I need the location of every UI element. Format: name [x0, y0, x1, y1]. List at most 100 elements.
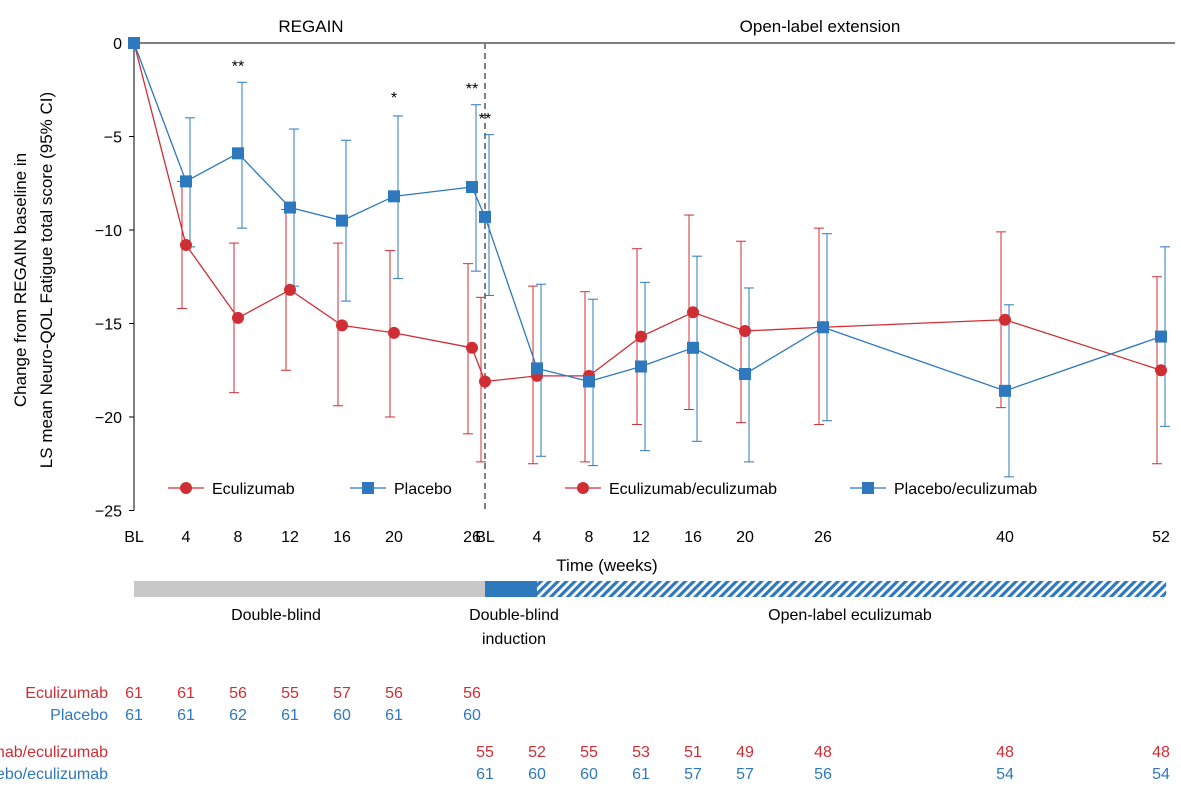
y-tick-label: 0 [113, 36, 122, 53]
patient-count: 61 [125, 707, 143, 724]
data-point [466, 180, 478, 193]
data-point [232, 311, 244, 324]
data-point [180, 238, 192, 251]
count-row-label: Placebo/eculizumab [0, 766, 108, 783]
legend-label: Placebo [394, 481, 452, 498]
x-tick-label: 12 [281, 529, 299, 546]
patient-count: 61 [125, 685, 143, 702]
x-tick-label: 26 [463, 529, 481, 546]
patient-count: 61 [476, 766, 494, 783]
patient-count: 57 [684, 766, 702, 783]
phase-label-regain: REGAIN [278, 17, 343, 36]
significance-marker: ** [479, 111, 491, 128]
count-row-label: Eculizumab [25, 685, 108, 702]
x-tick-label: 12 [632, 529, 650, 546]
patient-count: 54 [1152, 766, 1170, 783]
phase-bar-label: Double-blind [469, 607, 559, 624]
patient-count: 48 [1152, 744, 1170, 761]
phase-bar [537, 581, 1167, 597]
y-tick-label: −10 [95, 223, 122, 240]
x-tick-label: 26 [814, 529, 832, 546]
x-tick-label: 4 [533, 529, 542, 546]
significance-marker: ** [232, 58, 244, 75]
x-tick-label: BL [475, 529, 495, 546]
series-link-line [471, 347, 486, 382]
patient-count: 48 [814, 744, 832, 761]
x-tick-label: 52 [1152, 529, 1170, 546]
data-point [284, 283, 296, 296]
data-point [999, 313, 1011, 326]
data-point [531, 362, 543, 375]
x-axis-label: Time (weeks) [556, 556, 657, 575]
patient-count: 57 [736, 766, 754, 783]
patient-count: 60 [333, 707, 351, 724]
patient-count: 55 [580, 744, 598, 761]
patient-count: 56 [814, 766, 832, 783]
legend-marker [362, 482, 374, 494]
data-point [1155, 364, 1167, 377]
patient-count: 54 [996, 766, 1014, 783]
data-point [336, 319, 348, 332]
x-tick-label: 16 [333, 529, 351, 546]
x-tick-label: BL [124, 529, 144, 546]
phase-bar-label: Open-label eculizumab [768, 607, 932, 624]
patient-count: 56 [463, 685, 481, 702]
phase-bar [485, 581, 537, 597]
phase-bar-label: induction [482, 631, 546, 648]
data-point [687, 306, 699, 319]
data-point [180, 175, 192, 188]
patient-count: 48 [996, 744, 1014, 761]
patient-count: 60 [580, 766, 598, 783]
data-point [388, 326, 400, 339]
legend-label: Eculizumab [212, 481, 295, 498]
patient-count: 61 [177, 685, 195, 702]
data-point [388, 190, 400, 203]
series-line [133, 42, 473, 222]
data-point [583, 375, 595, 388]
y-tick-label: −20 [95, 410, 122, 427]
legend-label: Placebo/eculizumab [894, 481, 1037, 498]
data-point [999, 384, 1011, 397]
series-line [484, 216, 1162, 392]
x-tick-label: 8 [585, 529, 594, 546]
patient-count: 61 [632, 766, 650, 783]
patient-count: 55 [476, 744, 494, 761]
x-tick-label: 4 [182, 529, 191, 546]
patient-count: 60 [528, 766, 546, 783]
data-point [739, 324, 751, 337]
significance-marker: * [391, 90, 397, 107]
phase-label-extension: Open-label extension [740, 17, 901, 36]
data-point [817, 321, 829, 334]
data-point [739, 367, 751, 380]
y-tick-label: −15 [95, 317, 122, 334]
legend-marker [577, 482, 589, 494]
x-tick-label: 16 [684, 529, 702, 546]
x-tick-label: 20 [736, 529, 754, 546]
legend-marker [862, 482, 874, 494]
patient-count: 51 [684, 744, 702, 761]
phase-bar-label: Double-blind [231, 607, 321, 624]
patient-count: 61 [385, 707, 403, 724]
patient-count: 52 [528, 744, 546, 761]
y-tick-label: −25 [95, 504, 122, 521]
y-axis-label-line-1: Change from REGAIN baseline in [11, 153, 30, 407]
x-tick-label: 8 [234, 529, 243, 546]
data-point [479, 375, 491, 388]
data-point [1155, 330, 1167, 343]
series-line [133, 42, 473, 349]
data-point [479, 210, 491, 223]
patient-count: 55 [281, 685, 299, 702]
legend-marker [180, 482, 192, 494]
x-tick-label: 40 [996, 529, 1014, 546]
y-tick-label: −5 [104, 130, 122, 147]
patient-count: 53 [632, 744, 650, 761]
patient-count: 62 [229, 707, 247, 724]
data-point [687, 341, 699, 354]
data-point [635, 360, 647, 373]
patient-count: 60 [463, 707, 481, 724]
data-point [336, 214, 348, 227]
data-point [128, 37, 140, 49]
x-tick-label: 20 [385, 529, 403, 546]
phase-bar [134, 581, 485, 597]
